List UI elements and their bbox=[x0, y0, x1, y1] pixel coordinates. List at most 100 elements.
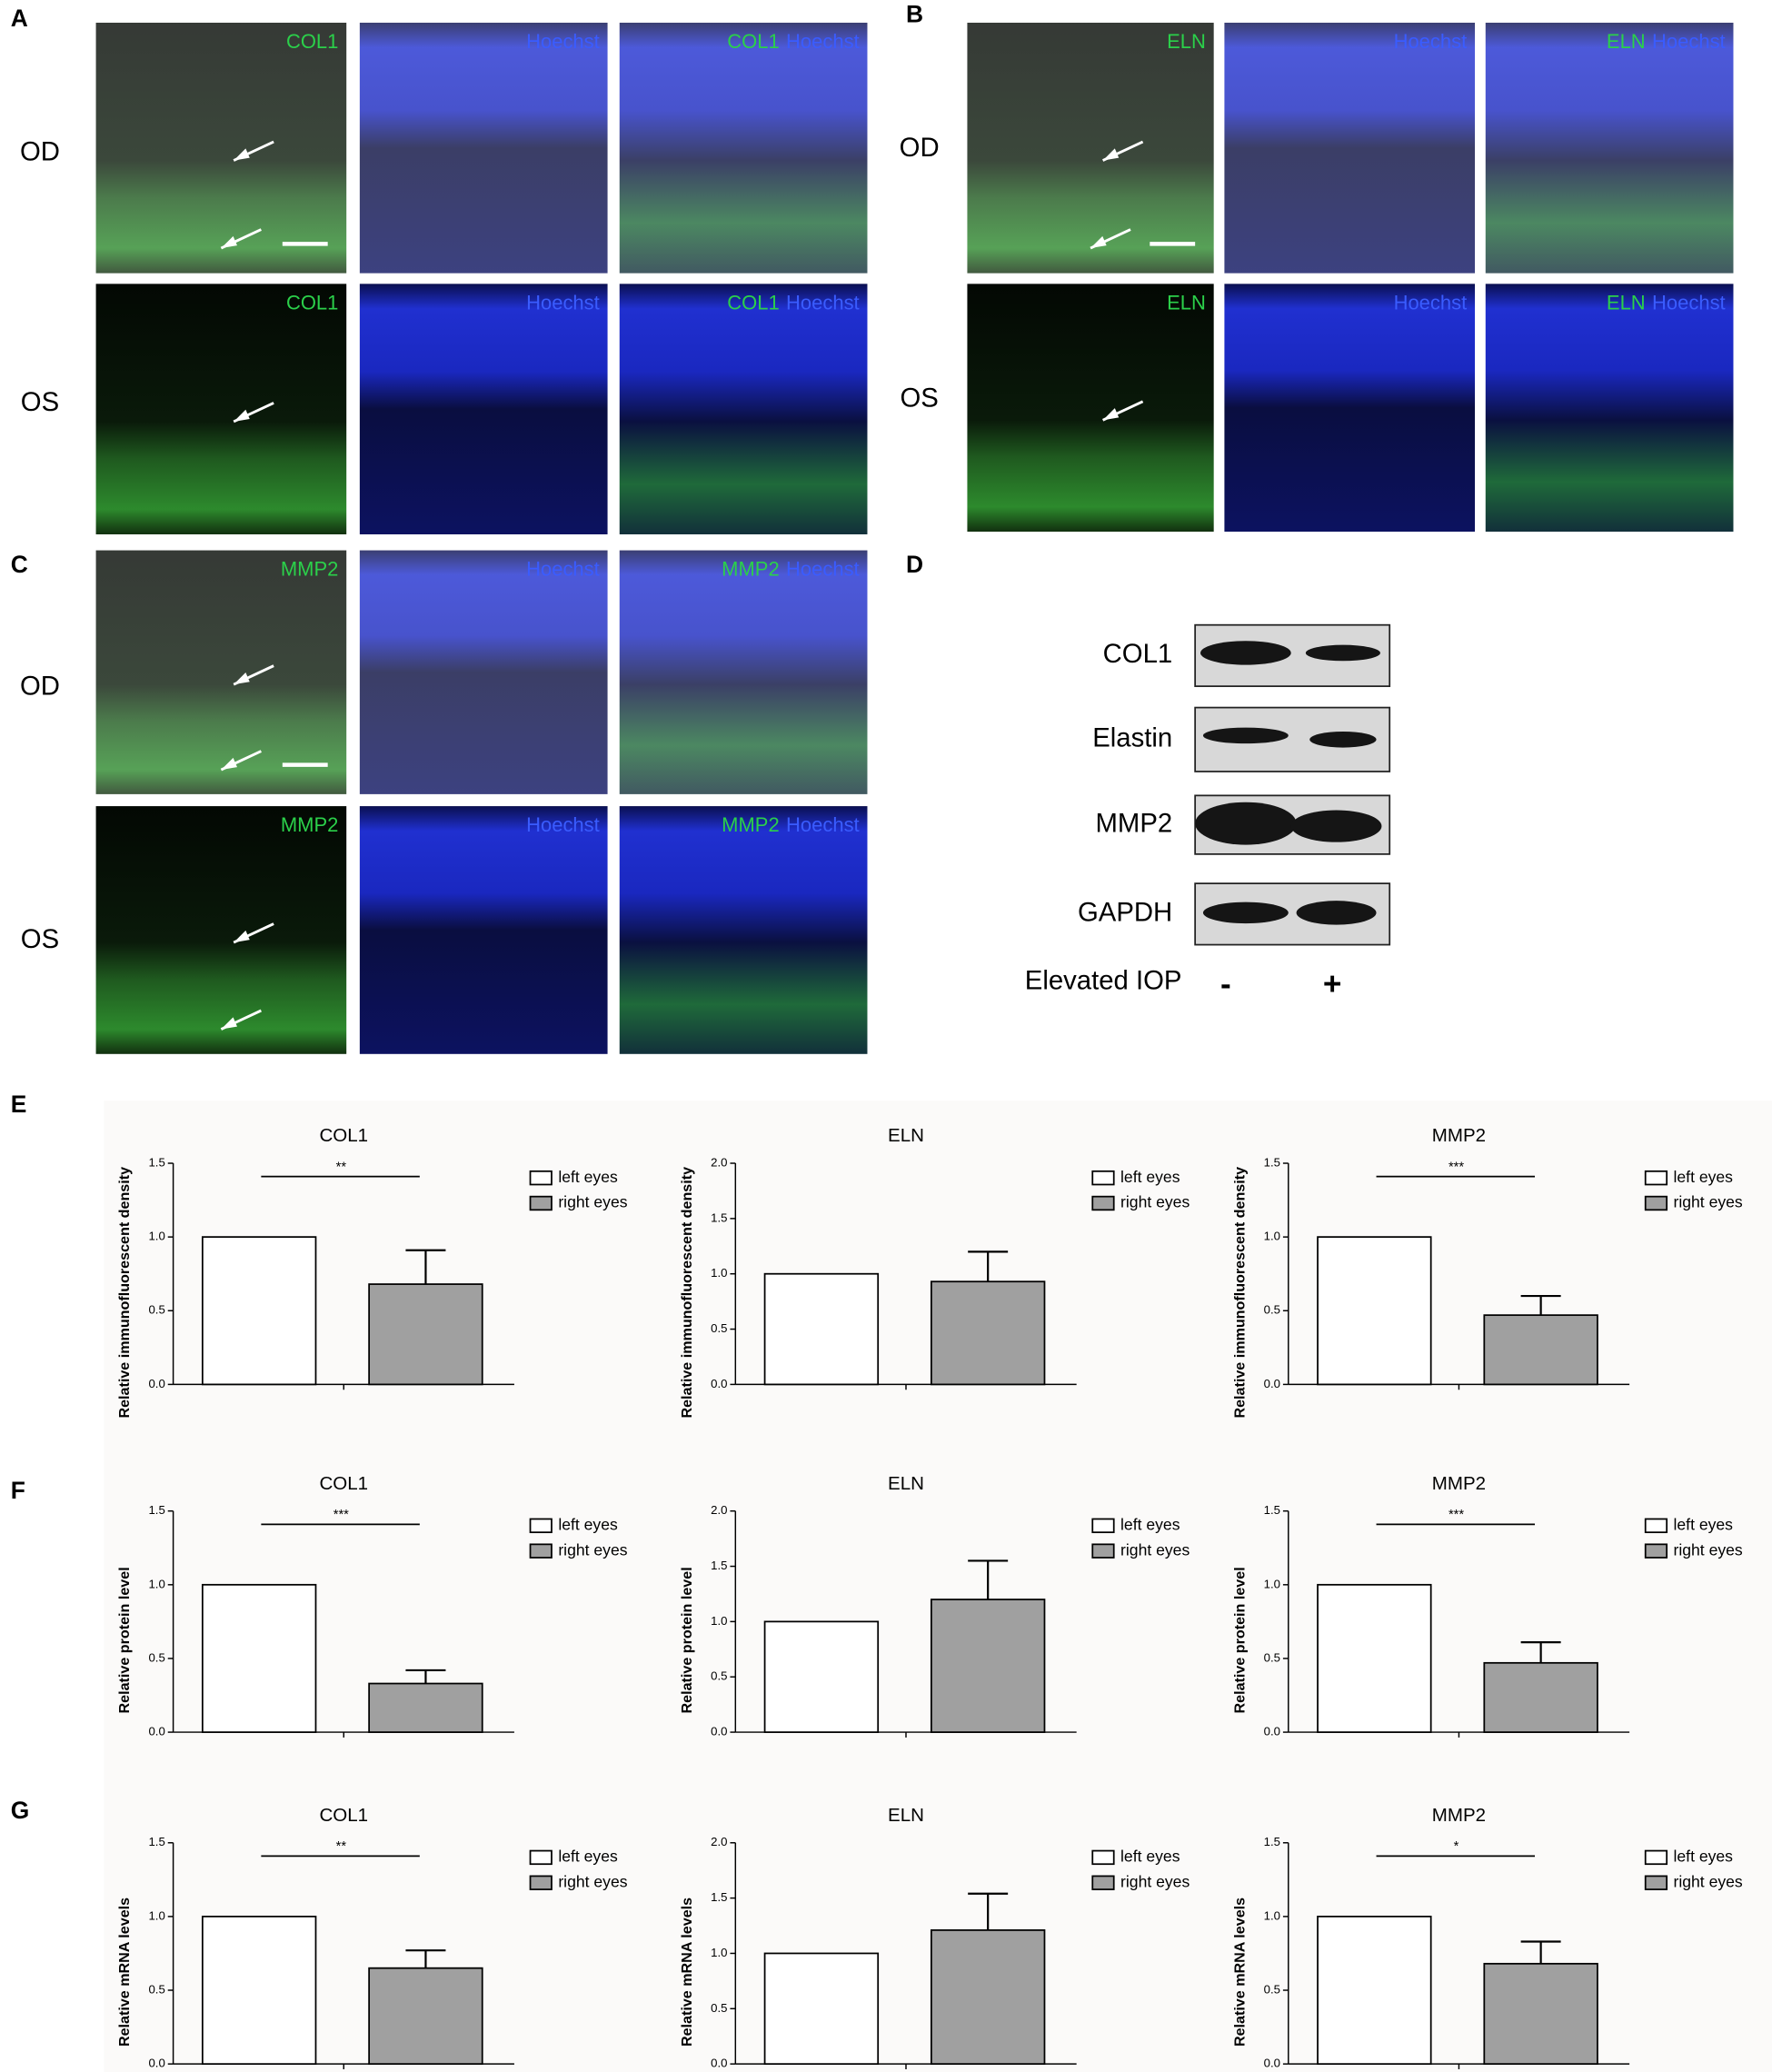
y-tick-label: 0.0 bbox=[148, 2057, 164, 2070]
chart-title: MMP2 bbox=[1432, 1473, 1486, 1494]
bar bbox=[1483, 1661, 1598, 1733]
micrograph bbox=[359, 284, 608, 534]
y-tick-label: 1.5 bbox=[711, 1210, 727, 1224]
arrow-head bbox=[221, 757, 237, 771]
channel-label: ELN Hoechst bbox=[1607, 291, 1726, 314]
panel-letter: G bbox=[11, 1797, 30, 1824]
channel-label: COL1 bbox=[286, 291, 338, 314]
channel-name: Hoechst bbox=[786, 557, 860, 580]
arrow-head bbox=[221, 1017, 237, 1030]
bar bbox=[763, 1620, 880, 1733]
y-tick-label: 0.5 bbox=[711, 2001, 727, 2015]
channel-name: COL1 bbox=[286, 30, 338, 53]
legend-label: right eyes bbox=[1120, 1872, 1190, 1890]
channel-name: ELN bbox=[1607, 30, 1646, 53]
lane-label: - bbox=[1220, 966, 1231, 1001]
micrograph bbox=[967, 284, 1214, 533]
bar bbox=[1483, 1962, 1598, 2066]
legend-swatch bbox=[1644, 1195, 1668, 1211]
legend-swatch bbox=[1091, 1170, 1115, 1186]
y-tick-label: 0.0 bbox=[1264, 2057, 1280, 2070]
y-tick-label: 1.0 bbox=[1264, 1577, 1280, 1590]
bar bbox=[930, 1280, 1046, 1386]
y-axis-label: Relative protein level bbox=[679, 1567, 695, 1713]
y-tick-label: 0.0 bbox=[1264, 1725, 1280, 1738]
legend-swatch bbox=[529, 1849, 553, 1866]
y-tick-label: 1.0 bbox=[711, 1614, 727, 1628]
y-tick-label: 0.5 bbox=[148, 1650, 164, 1664]
micrograph bbox=[95, 550, 347, 794]
bar bbox=[368, 1967, 483, 2066]
y-tick-label: 0.0 bbox=[1264, 1377, 1280, 1390]
y-tick-label: 1.5 bbox=[711, 1890, 727, 1904]
bar bbox=[763, 1272, 880, 1386]
legend-swatch bbox=[1091, 1849, 1115, 1866]
row-label: OD bbox=[20, 136, 60, 166]
micrograph bbox=[619, 806, 868, 1054]
y-tick-label: 0.0 bbox=[711, 1725, 727, 1738]
condition-label: Elevated IOP bbox=[1025, 965, 1182, 995]
y-tick-label: 0.5 bbox=[711, 1321, 727, 1335]
channel-label: COL1 Hoechst bbox=[727, 291, 859, 314]
legend-swatch bbox=[529, 1195, 553, 1211]
y-tick-label: 1.5 bbox=[148, 1156, 164, 1170]
channel-name: Hoechst bbox=[526, 813, 600, 836]
bar bbox=[930, 1929, 1046, 2066]
channel-name: ELN bbox=[1607, 291, 1646, 314]
micrograph bbox=[1485, 22, 1734, 274]
micrograph bbox=[359, 806, 608, 1054]
panel-letter: C bbox=[11, 551, 28, 578]
channel-name: Hoechst bbox=[1652, 291, 1726, 314]
legend-swatch bbox=[529, 1518, 553, 1534]
arrow-head bbox=[234, 148, 250, 161]
y-axis-label: Relative mRNA levels bbox=[116, 1898, 133, 2047]
blot-band bbox=[1195, 802, 1297, 845]
y-tick-label: 0.0 bbox=[711, 2057, 727, 2070]
row-label: OD bbox=[900, 133, 940, 163]
y-tick-label: 0.0 bbox=[148, 1725, 164, 1738]
channel-name: Hoechst bbox=[526, 557, 600, 580]
channel-label: MMP2 Hoechst bbox=[722, 813, 860, 836]
arrow-head bbox=[1102, 408, 1120, 421]
legend-swatch bbox=[529, 1170, 553, 1186]
channel-label: Hoechst bbox=[526, 813, 600, 836]
row-label: OD bbox=[20, 671, 60, 701]
channel-name: MMP2 bbox=[722, 813, 780, 836]
bar bbox=[1317, 1583, 1432, 1733]
legend-swatch bbox=[1644, 1518, 1668, 1534]
legend-label: right eyes bbox=[558, 1193, 627, 1211]
blot-band bbox=[1202, 902, 1289, 924]
channel-name: COL1 bbox=[286, 291, 338, 314]
arrow-head bbox=[221, 235, 237, 249]
chart-title: COL1 bbox=[319, 1473, 368, 1494]
y-tick-label: 1.5 bbox=[711, 1559, 727, 1572]
micrograph bbox=[619, 22, 868, 274]
y-tick-label: 0.0 bbox=[148, 1377, 164, 1390]
blot-band bbox=[1305, 644, 1380, 662]
y-tick-label: 1.5 bbox=[148, 1835, 164, 1848]
channel-name: Hoechst bbox=[786, 291, 860, 314]
channel-label: COL1 Hoechst bbox=[727, 30, 859, 53]
micrograph bbox=[1224, 22, 1476, 274]
legend-label: left eyes bbox=[558, 1848, 618, 1866]
legend-swatch bbox=[529, 1875, 553, 1890]
y-tick-label: 1.5 bbox=[148, 1503, 164, 1517]
blot-band bbox=[1200, 641, 1291, 665]
legend-swatch bbox=[1644, 1543, 1668, 1559]
legend-label: right eyes bbox=[1120, 1193, 1190, 1211]
arrow-head bbox=[234, 930, 250, 943]
legend-label: left eyes bbox=[1120, 1168, 1180, 1186]
y-tick-label: 2.0 bbox=[711, 1503, 727, 1517]
legend-swatch bbox=[1644, 1170, 1668, 1186]
panel-letter: F bbox=[11, 1477, 25, 1504]
arrow-head bbox=[234, 409, 250, 422]
y-tick-label: 0.5 bbox=[1264, 1983, 1280, 1997]
y-tick-label: 0.5 bbox=[711, 1669, 727, 1683]
legend-label: right eyes bbox=[1674, 1540, 1743, 1559]
channel-label: COL1 bbox=[286, 30, 338, 53]
chart-title: ELN bbox=[888, 1125, 924, 1146]
blot-band bbox=[1309, 731, 1377, 748]
legend-swatch bbox=[1644, 1875, 1668, 1890]
channel-name: MMP2 bbox=[722, 557, 780, 580]
channel-name: Hoechst bbox=[786, 813, 860, 836]
